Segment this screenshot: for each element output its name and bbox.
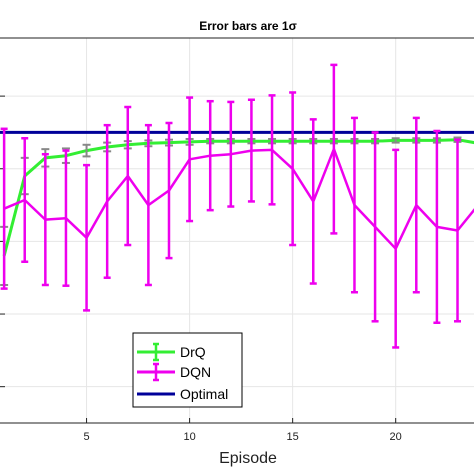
axis-ticks bbox=[0, 95, 397, 423]
dqn-error-bar bbox=[21, 136, 29, 263]
x-tick-label: 20 bbox=[390, 431, 402, 443]
dqn-error-bar bbox=[371, 131, 379, 323]
drq-error-bar bbox=[391, 137, 400, 144]
dqn-line bbox=[3, 147, 474, 250]
dqn-error-bar bbox=[454, 138, 462, 323]
dqn-error-bar bbox=[309, 118, 317, 285]
legend-label-drq: DrQ bbox=[180, 344, 206, 360]
dqn-error-bar bbox=[330, 63, 338, 235]
dqn-error-bar bbox=[206, 99, 214, 212]
dqn-error-bar bbox=[247, 98, 255, 203]
dqn-error-bar bbox=[289, 91, 297, 247]
x-axis-label: Episode bbox=[219, 450, 277, 467]
dqn-error-bar bbox=[350, 116, 358, 294]
legend: DrQ DQN Optimal bbox=[132, 332, 243, 408]
dqn-error-bar bbox=[412, 116, 420, 294]
x-tick-label: 10 bbox=[183, 431, 195, 443]
x-tick-label: 15 bbox=[287, 431, 299, 443]
dqn-error-bar bbox=[268, 94, 276, 206]
x-tick-labels: 5 10 15 20 bbox=[83, 431, 401, 443]
legend-sample-dqn bbox=[137, 362, 175, 382]
dqn-error-bar bbox=[392, 148, 400, 349]
legend-label-dqn: DQN bbox=[180, 364, 211, 380]
dqn-error-bar bbox=[433, 129, 441, 325]
dqn-error-bar bbox=[62, 149, 70, 287]
chart-title: Error bars are 1σ bbox=[199, 19, 297, 33]
dqn-error-bar bbox=[124, 105, 132, 247]
dqn-error-bar bbox=[0, 127, 8, 290]
dqn-error-bar bbox=[186, 96, 194, 223]
dqn-error-bar bbox=[227, 100, 235, 208]
legend-label-optimal: Optimal bbox=[180, 386, 228, 402]
dqn-error-bar bbox=[83, 163, 91, 312]
drq-line bbox=[2, 138, 474, 257]
x-tick-label: 5 bbox=[83, 431, 89, 443]
dqn-error-bar bbox=[41, 152, 49, 287]
drq-error-bar bbox=[82, 143, 91, 158]
dqn-series bbox=[0, 63, 474, 349]
plot-frame bbox=[0, 37, 474, 424]
dqn-error-bar bbox=[165, 121, 173, 260]
legend-sample-drq bbox=[137, 342, 175, 362]
dqn-error-bar bbox=[103, 123, 111, 279]
dqn-error-bar bbox=[144, 123, 152, 287]
